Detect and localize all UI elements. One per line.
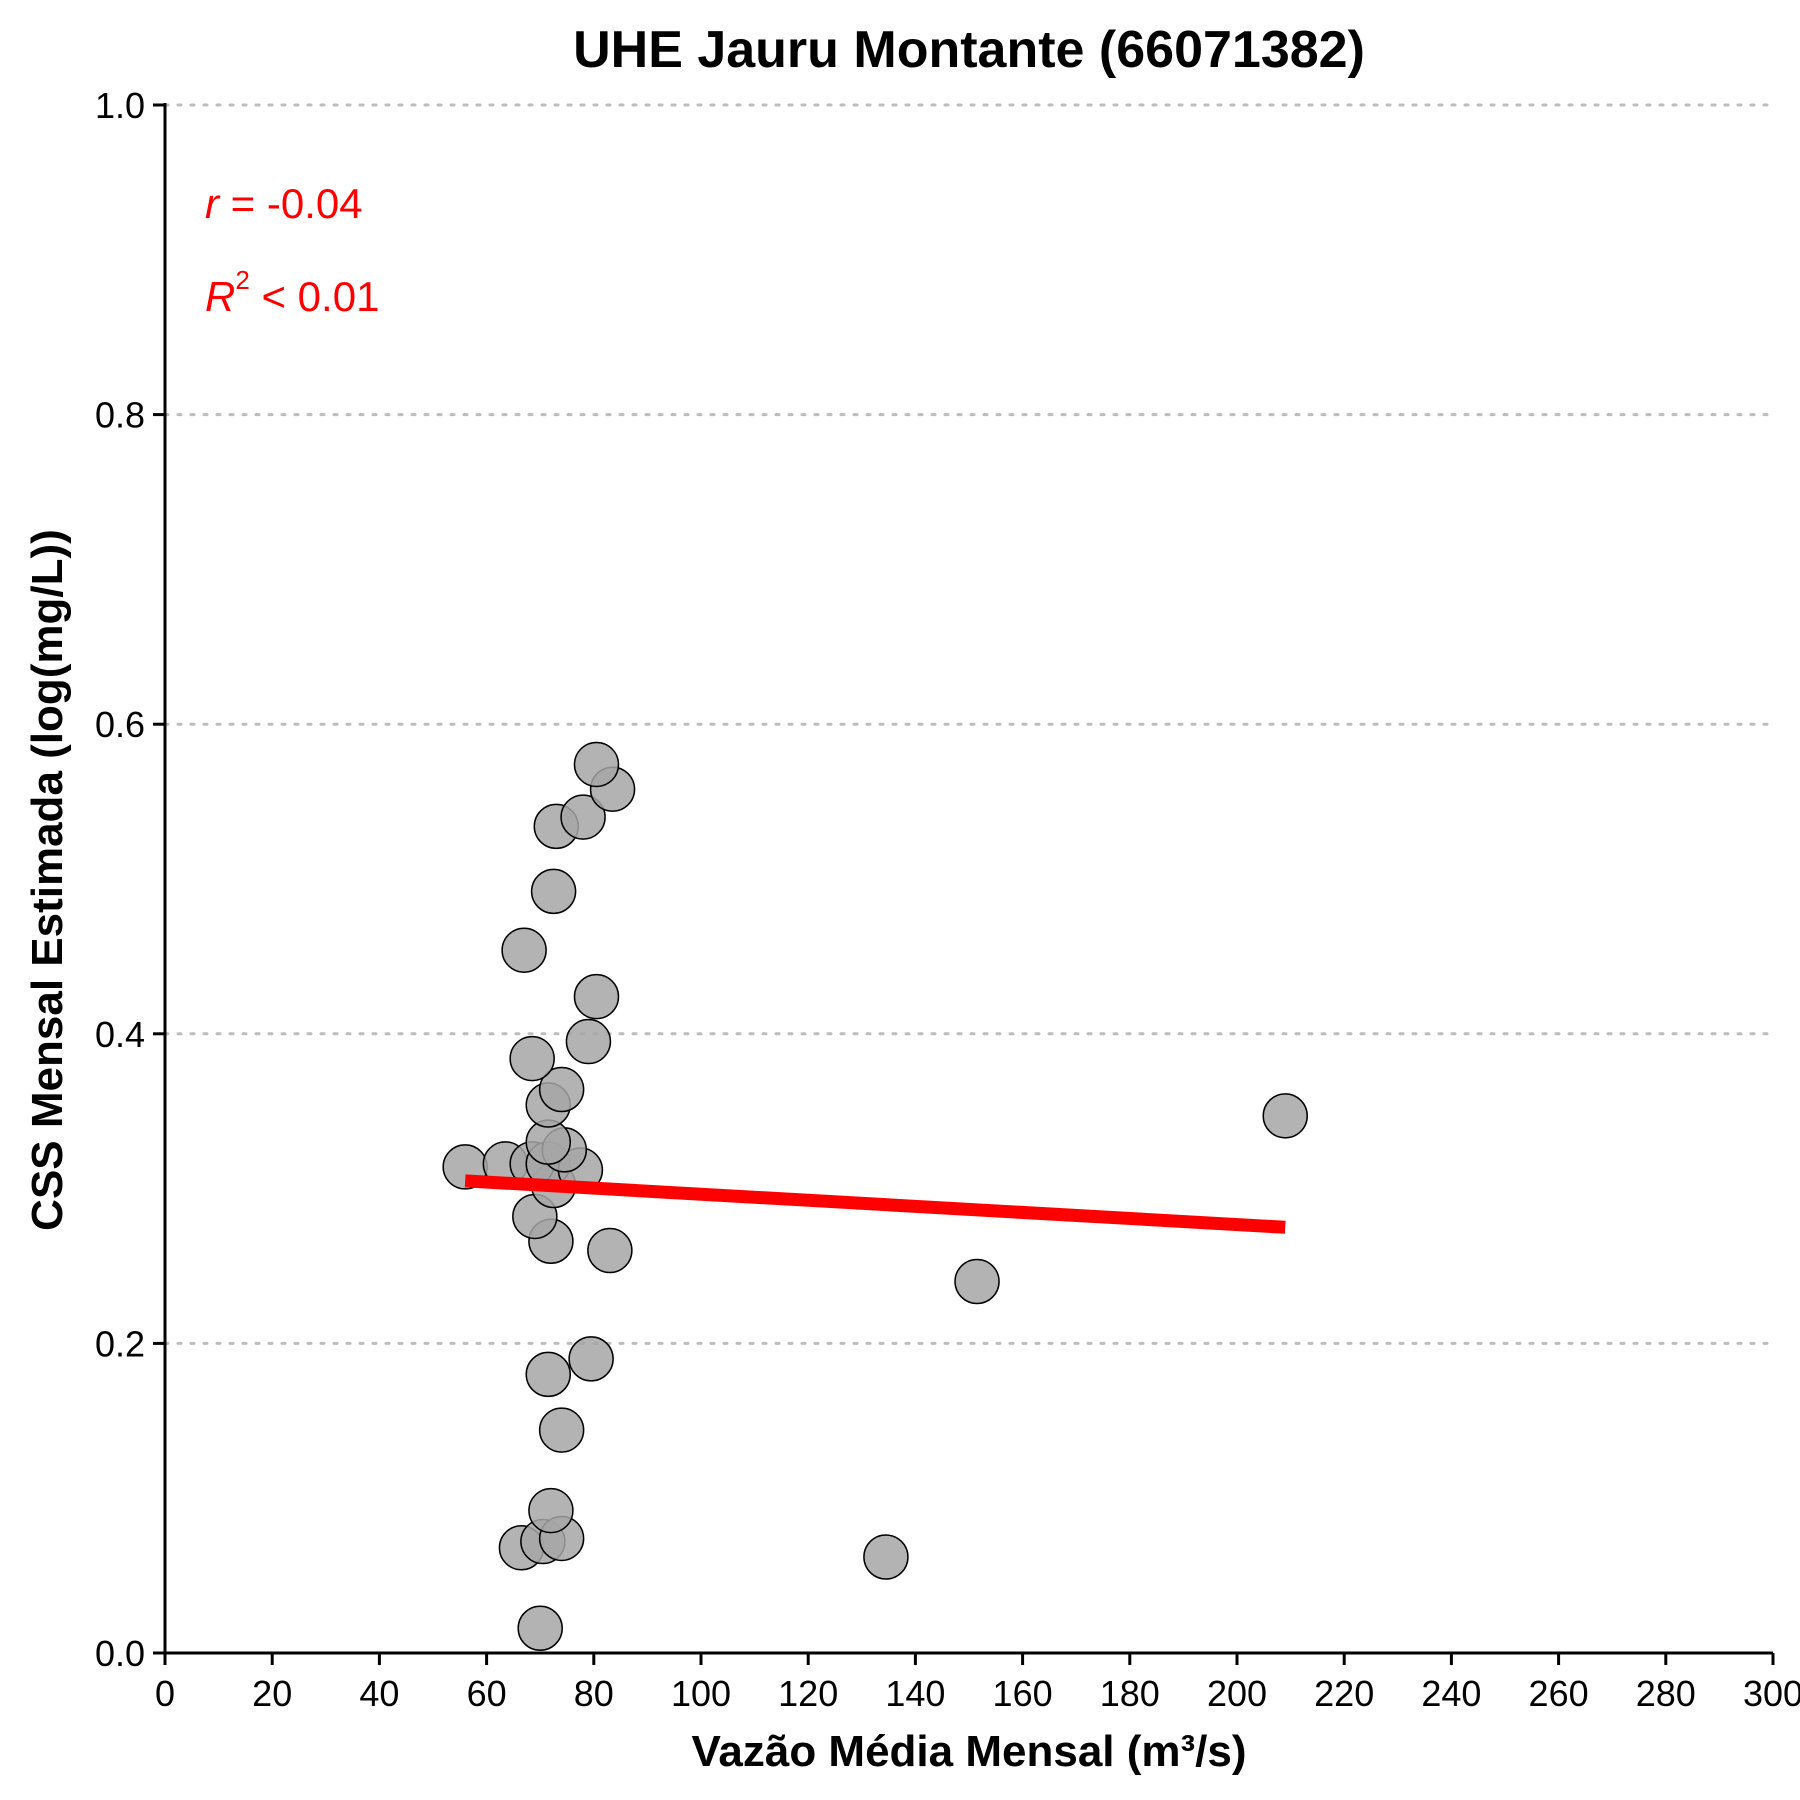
- annotation-r: r = -0.04: [205, 180, 363, 227]
- y-axis-label: CSS Mensal Estimada (log(mg/L)): [23, 529, 72, 1231]
- x-tick-label: 20: [252, 1673, 292, 1714]
- x-tick-label: 60: [467, 1673, 507, 1714]
- data-point: [528, 1487, 574, 1534]
- y-tick-label: 0.6: [95, 704, 145, 745]
- annotation-r2: R2 < 0.01: [205, 265, 379, 320]
- x-tick-label: 280: [1636, 1673, 1696, 1714]
- annotation-r2-symbol: R: [205, 273, 235, 320]
- trendline-group: [464, 1174, 1286, 1234]
- data-point: [863, 1534, 909, 1580]
- y-tick-label: 0.0: [95, 1633, 145, 1674]
- x-tick-label: 40: [359, 1673, 399, 1714]
- annotation-r2-value: < 0.01: [250, 273, 380, 320]
- x-tick-label: 140: [885, 1673, 945, 1714]
- x-tick-label: 240: [1421, 1673, 1481, 1714]
- x-axis-label: Vazão Média Mensal (m³/s): [691, 1727, 1246, 1776]
- data-point: [538, 1407, 585, 1453]
- data-point: [525, 1351, 571, 1398]
- x-tick-label: 220: [1314, 1673, 1374, 1714]
- grid-lines: [163, 103, 1775, 1345]
- data-point: [517, 1605, 563, 1651]
- data-point: [587, 1227, 633, 1274]
- annotation-r-value: = -0.04: [219, 180, 363, 227]
- data-point: [573, 973, 620, 1020]
- data-point: [568, 1336, 614, 1382]
- x-tick-label: 300: [1743, 1673, 1800, 1714]
- x-tick-label: 0: [155, 1673, 175, 1714]
- data-point: [530, 868, 577, 915]
- data-points: [442, 741, 1308, 1651]
- y-tick-label: 0.8: [95, 395, 145, 436]
- x-tick-label: 260: [1529, 1673, 1589, 1714]
- data-point: [565, 1018, 612, 1065]
- data-point: [954, 1258, 1000, 1305]
- x-tick-label: 200: [1207, 1673, 1267, 1714]
- annotation-r-symbol: r: [205, 180, 221, 227]
- axis-ticks: 0.0 0.2 0.4 0.6 0.8 1.0 0 20 40 60 80 100 120 140 160 1…: [95, 85, 1800, 1714]
- x-tick-label: 80: [574, 1673, 614, 1714]
- data-point: [509, 1035, 555, 1082]
- data-point: [501, 927, 547, 973]
- axes: [163, 103, 1773, 1655]
- x-tick-label: 180: [1100, 1673, 1160, 1714]
- data-point: [573, 741, 620, 788]
- data-point: [538, 1066, 585, 1113]
- x-tick-label: 100: [671, 1673, 731, 1714]
- x-tick-label: 120: [778, 1673, 838, 1714]
- trendline: [464, 1174, 1286, 1234]
- chart-title: UHE Jauru Montante (66071382): [573, 21, 1365, 79]
- data-point: [1262, 1093, 1308, 1139]
- data-point: [560, 794, 606, 840]
- y-tick-label: 0.4: [95, 1014, 145, 1055]
- y-tick-label: 1.0: [95, 85, 145, 126]
- x-tick-label: 160: [993, 1673, 1053, 1714]
- y-tick-label: 0.2: [95, 1323, 145, 1364]
- annotation-r2-superscript: 2: [235, 265, 249, 295]
